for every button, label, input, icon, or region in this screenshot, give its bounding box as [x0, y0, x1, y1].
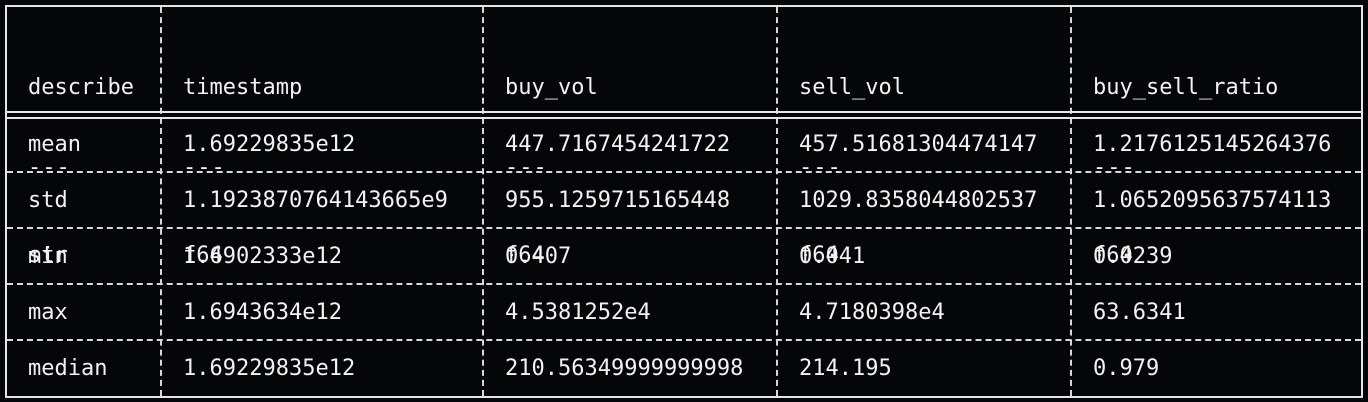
column-name: describe: [28, 75, 134, 100]
column-header-buy-vol: buy_vol --- f64: [505, 18, 598, 326]
column-dtype: str: [28, 243, 68, 268]
column-rule: ---: [1093, 155, 1136, 180]
table-cell: 1.1923870764143665e9: [183, 188, 448, 213]
table-cell: 63.6341: [1093, 300, 1186, 325]
row-divider: [7, 339, 1361, 341]
table-cell: mean: [28, 132, 81, 157]
table-cell: 955.1259715165448: [505, 188, 731, 213]
table-cell: 1029.8358044802537: [799, 188, 1038, 213]
table-cell: std: [28, 188, 68, 213]
column-divider: [1070, 7, 1072, 396]
table-cell: 0.979: [1093, 356, 1160, 381]
table-cell: median: [28, 356, 108, 381]
header-separator: [7, 111, 1361, 119]
column-name: sell_vol: [799, 75, 905, 100]
table-cell: 1.2176125145264376: [1093, 132, 1332, 157]
table-cell: 1.69229835e12: [183, 356, 356, 381]
column-name: buy_vol: [505, 75, 598, 100]
column-header-buy-sell-ratio: buy_sell_ratio --- f64: [1093, 18, 1278, 326]
column-header-sell-vol: sell_vol --- f64: [799, 18, 905, 326]
column-dtype: f64: [799, 243, 839, 268]
table-cell: 1.6943634e12: [183, 300, 342, 325]
table-cell: 0.0239: [1093, 244, 1173, 269]
row-divider: [7, 227, 1361, 229]
dataframe-table: describe --- str timestamp --- f64 buy_v…: [5, 5, 1363, 398]
column-name: timestamp: [183, 75, 303, 100]
column-dtype: f64: [183, 243, 223, 268]
table-cell: 447.7167454241722: [505, 132, 731, 157]
column-dtype: f64: [505, 243, 545, 268]
table-cell: 1.69229835e12: [183, 132, 356, 157]
column-dtype: f64: [1093, 243, 1133, 268]
table-cell: 1.0652095637574113: [1093, 188, 1332, 213]
row-divider: [7, 283, 1361, 285]
column-header-timestamp: timestamp --- f64: [183, 18, 302, 326]
column-divider: [160, 7, 162, 396]
table-cell: 1.6902333e12: [183, 244, 342, 269]
column-header-describe: describe --- str: [28, 18, 134, 326]
column-divider: [776, 7, 778, 396]
table-cell: 4.5381252e4: [505, 300, 651, 325]
table-cell: 4.7180398e4: [799, 300, 945, 325]
column-rule: ---: [183, 155, 226, 180]
table-cell: 0.041: [799, 244, 866, 269]
column-rule: ---: [28, 155, 71, 180]
column-rule: ---: [799, 155, 842, 180]
table-cell: 214.195: [799, 356, 892, 381]
table-cell: max: [28, 300, 68, 325]
table-cell: 457.51681304474147: [799, 132, 1038, 157]
row-divider: [7, 171, 1361, 173]
column-divider: [482, 7, 484, 396]
table-cell: 210.56349999999998: [505, 356, 744, 381]
table-cell: min: [28, 244, 68, 269]
column-name: buy_sell_ratio: [1093, 75, 1279, 100]
table-cell: 0.407: [505, 244, 572, 269]
column-rule: ---: [505, 155, 548, 180]
